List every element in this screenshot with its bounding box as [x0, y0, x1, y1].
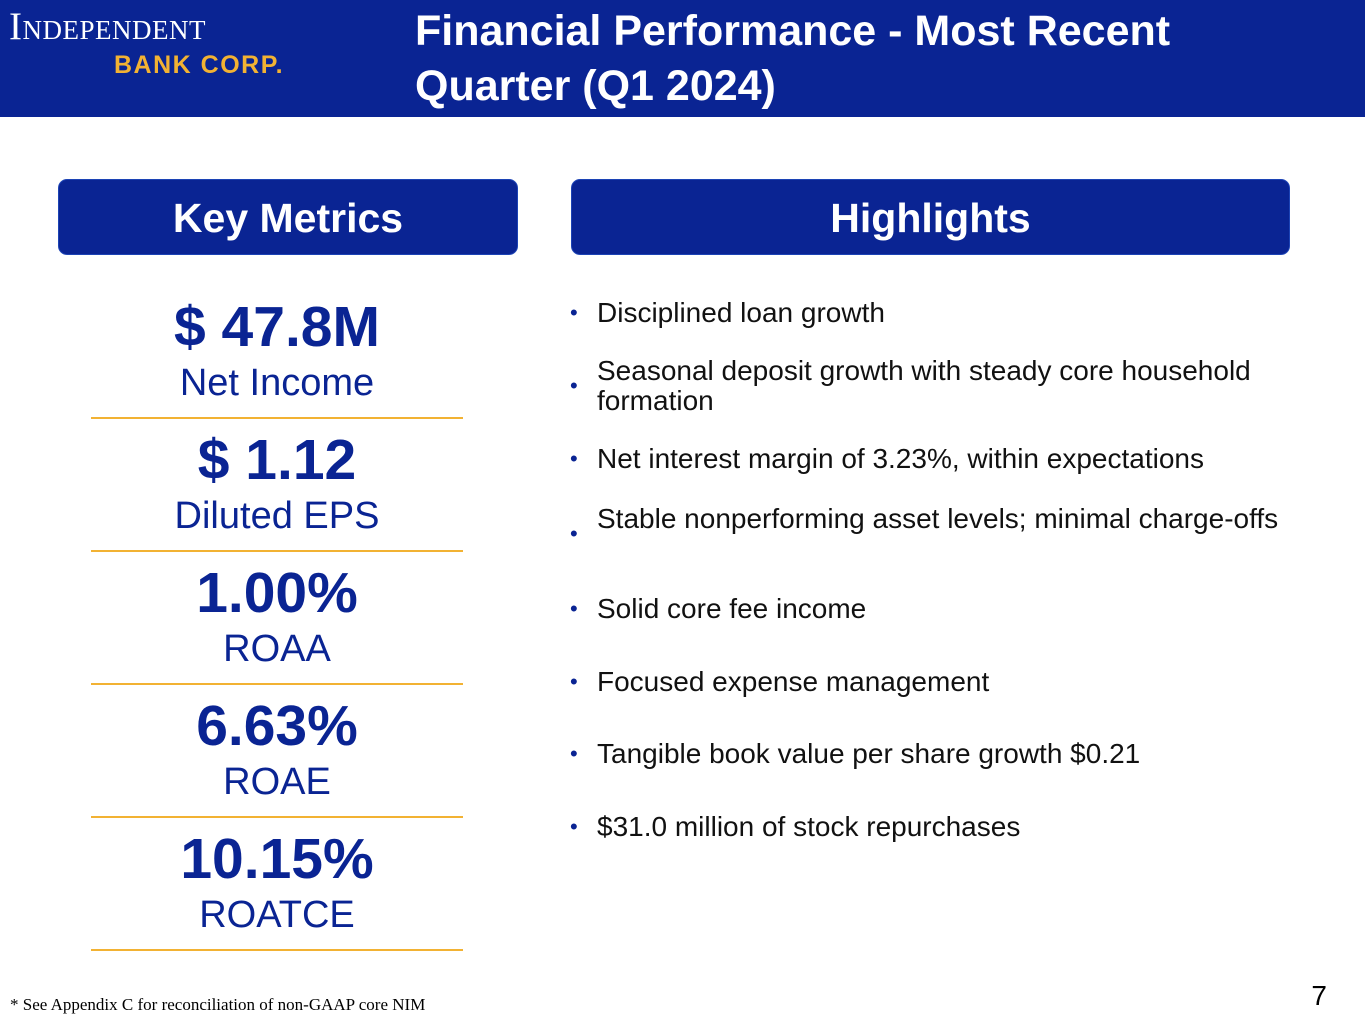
metric-label: ROAA [223, 628, 331, 670]
metric-label: Net Income [179, 362, 375, 404]
page-title: Financial Performance - Most Recent Quar… [415, 7, 1171, 110]
bullet-icon: • [570, 373, 578, 398]
metric-roae: 6.63% ROAE [91, 685, 463, 818]
list-item-text: Disciplined loan growth [597, 297, 885, 328]
list-item-text: Stable nonperforming asset levels; minim… [597, 503, 1279, 534]
metric-value: 10.15% [180, 827, 374, 891]
metric-value: $ 1.12 [197, 428, 357, 492]
logo-wordmark: Independent [9, 5, 206, 48]
page-number: 7 [1311, 980, 1327, 1011]
footnote: * See Appendix C for reconciliation of n… [10, 995, 426, 1014]
logo-subtitle: BANK CORP. [114, 51, 285, 79]
highlights-list: • Disciplined loan growth • Seasonal dep… [570, 0, 1300, 900]
key-metrics-heading: Key Metrics [58, 179, 518, 255]
metric-label: ROATCE [199, 894, 355, 936]
metric-value: 1.00% [196, 561, 358, 625]
highlights-heading: Highlights [571, 179, 1290, 255]
metric-value: 6.63% [196, 694, 358, 758]
metric-label: ROAE [223, 761, 331, 803]
list-item-text: Seasonal deposit growth with steady core… [597, 355, 1251, 416]
metric-net-income: $ 47.8M Net Income [91, 286, 463, 419]
list-item-text: Net interest margin of 3.23%, within exp… [597, 443, 1204, 474]
list-item-text: Solid core fee income [597, 593, 867, 624]
metric-diluted-eps: $ 1.12 Diluted EPS [91, 419, 463, 552]
bullet-icon: • [570, 596, 578, 621]
bullet-icon: • [570, 521, 578, 546]
metric-roatce: 10.15% ROATCE [91, 818, 463, 951]
list-item-text: Tangible book value per share growth $0.… [597, 738, 1141, 769]
bullet-icon: • [570, 741, 578, 766]
metric-roaa: 1.00% ROAA [91, 552, 463, 685]
metric-value: $ 47.8M [174, 295, 380, 359]
company-logo: Independent BANK CORP. [0, 0, 300, 117]
header-bar: Independent BANK CORP. Financial Perform… [0, 0, 1365, 117]
bullet-icon: • [570, 300, 578, 325]
metric-label: Diluted EPS [174, 495, 380, 537]
list-item-text: Focused expense management [597, 666, 990, 697]
bullet-icon: • [570, 669, 578, 694]
key-metrics-list: $ 47.8M Net Income $ 1.12 Diluted EPS 1.… [91, 286, 463, 951]
bullet-icon: • [570, 814, 578, 839]
list-item-text: $31.0 million of stock repurchases [597, 811, 1021, 842]
bullet-icon: • [570, 446, 578, 471]
